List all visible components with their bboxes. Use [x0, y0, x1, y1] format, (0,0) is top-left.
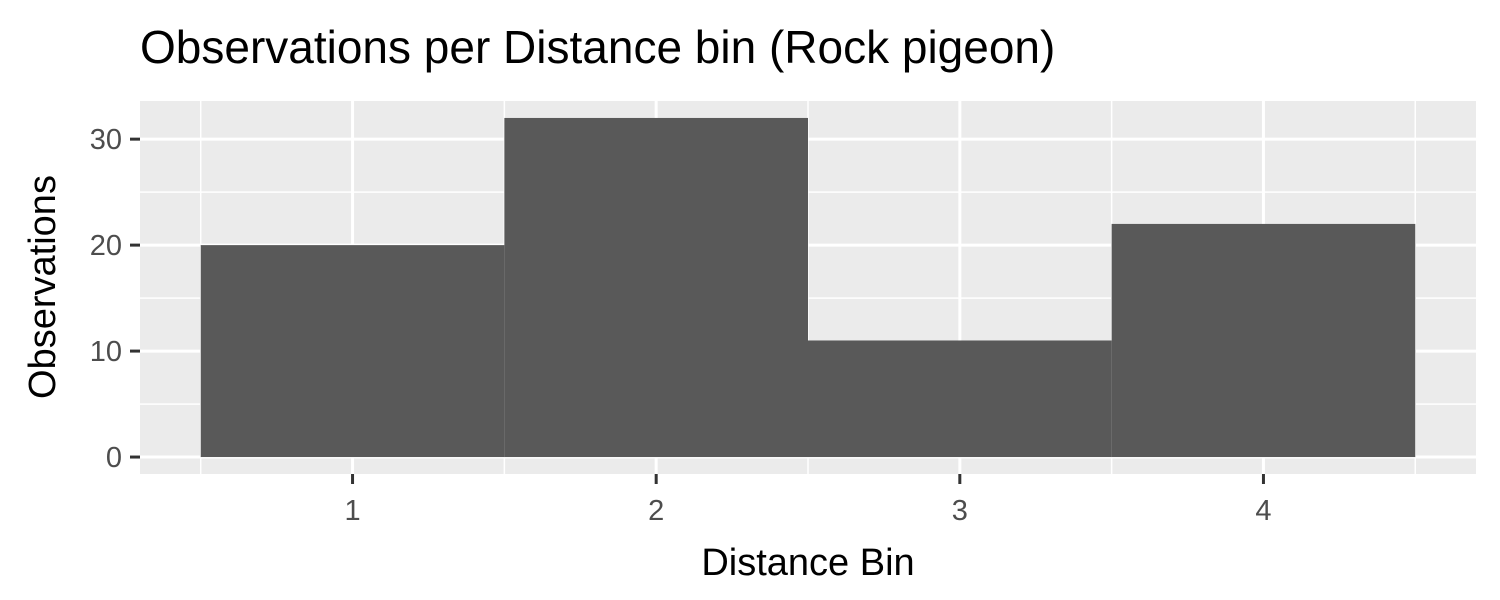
y-tick-label: 0 [106, 442, 122, 474]
x-axis-title: Distance Bin [701, 542, 914, 584]
y-tick-label: 30 [90, 124, 122, 156]
y-axis-title: Observations [22, 175, 64, 399]
y-axis: 0 10 20 30 [90, 124, 140, 474]
bar-1 [200, 245, 505, 458]
bar-4 [1111, 223, 1416, 458]
bar-3 [808, 340, 1112, 458]
bars [200, 117, 1416, 458]
y-tick-label: 10 [90, 336, 122, 368]
x-tick-label: 2 [648, 495, 664, 527]
y-tick-label: 20 [90, 230, 122, 262]
bar-2 [504, 117, 808, 458]
x-tick-label: 3 [952, 495, 968, 527]
x-axis: 1 2 3 4 [344, 474, 1272, 527]
x-tick-label: 4 [1255, 495, 1271, 527]
x-tick-label: 1 [344, 495, 360, 527]
chart-title: Observations per Distance bin (Rock pige… [140, 21, 1055, 73]
